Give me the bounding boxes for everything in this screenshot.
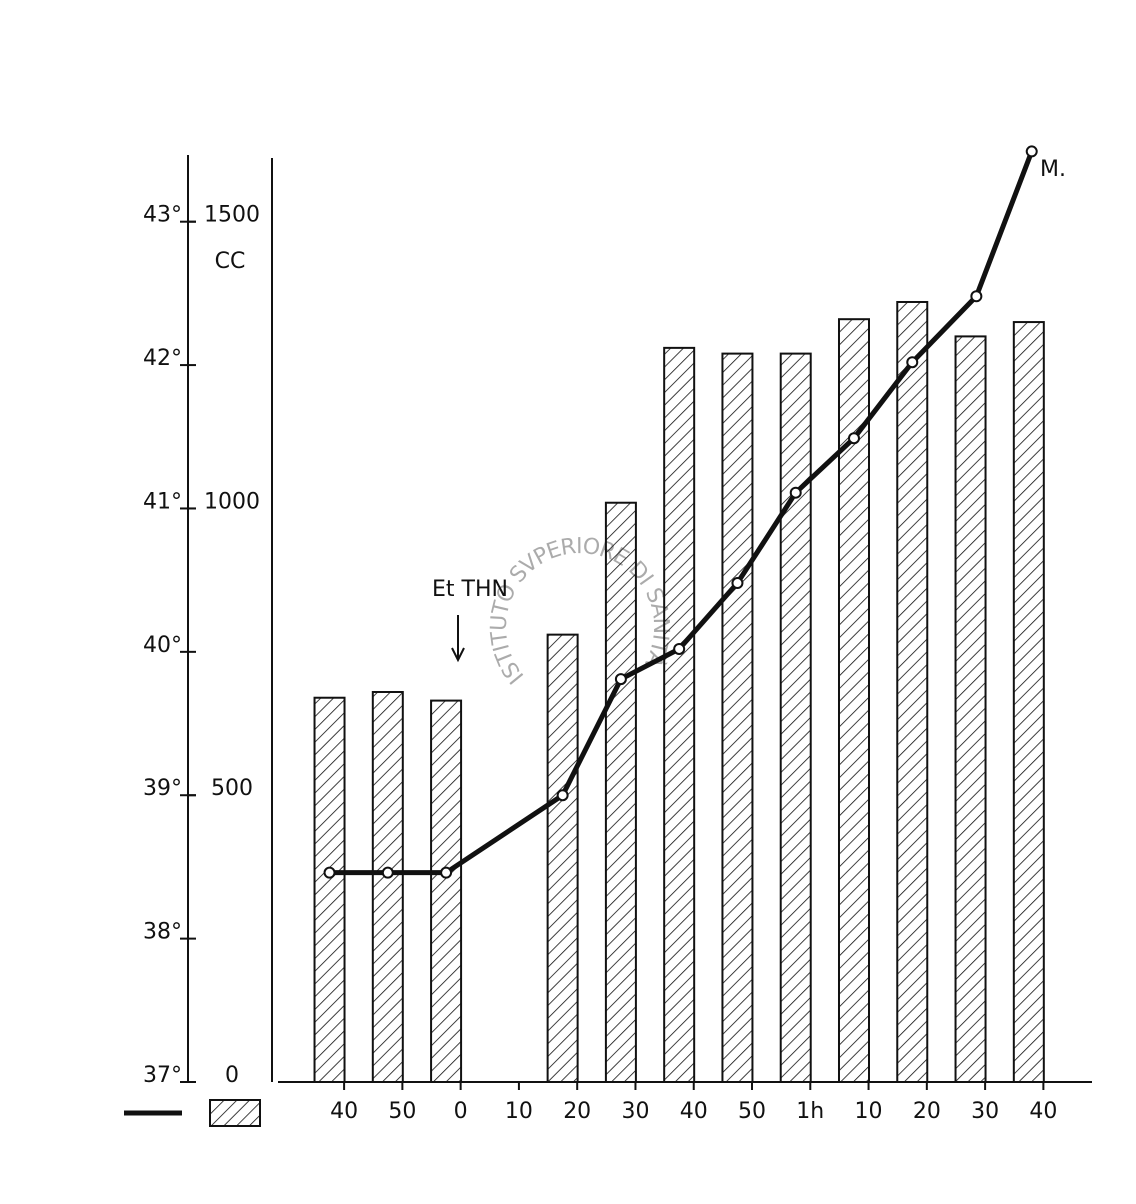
bar (779, 352, 812, 1083)
line-point (673, 642, 686, 655)
y-tick-label: 37° (143, 1063, 182, 1088)
y-tick-label: 38° (143, 920, 182, 945)
x-tick-label: 1h (796, 1099, 824, 1124)
bar (896, 300, 929, 1084)
y-tick-label: 39° (143, 776, 182, 801)
bar (663, 346, 696, 1083)
x-tick-label: 50 (388, 1099, 416, 1124)
line-point (556, 789, 569, 802)
x-tick-label: 30 (971, 1099, 999, 1124)
bar (371, 690, 404, 1083)
line (329, 150, 1035, 876)
line-point (789, 486, 802, 499)
line-point (1025, 145, 1038, 158)
annotation: M. (1040, 157, 1066, 182)
annotation: Et THN (432, 577, 508, 602)
bar (954, 335, 987, 1083)
bar (313, 696, 346, 1084)
x-tick-label: 40 (1029, 1099, 1057, 1124)
y2-tick-label: 1000 (204, 489, 260, 514)
x-tick-label: 20 (563, 1099, 591, 1124)
x-tick-label: 40 (680, 1099, 708, 1124)
line-point (440, 866, 453, 879)
x-tick-label: 0 (454, 1099, 468, 1124)
y-tick-label: 42° (143, 346, 182, 371)
bar (430, 699, 463, 1083)
x-tick-label: 20 (913, 1099, 941, 1124)
bar (721, 352, 754, 1083)
bar (1012, 321, 1045, 1083)
y-tick-label: 43° (143, 203, 182, 228)
y2-axis-label: CC (215, 249, 246, 274)
y-tick-label: 40° (143, 633, 182, 658)
line-point (906, 356, 919, 369)
x-tick-label: 10 (855, 1099, 883, 1124)
y2-tick-label: 1500 (204, 203, 260, 228)
x-tick-label: 40 (330, 1099, 358, 1124)
y-tick-label: 41° (143, 489, 182, 514)
legend-bar-swatch (209, 1099, 261, 1127)
line-point (323, 866, 336, 879)
bar (604, 501, 637, 1084)
y2-tick-label: 500 (211, 776, 253, 801)
x-tick-label: 50 (738, 1099, 766, 1124)
line-point (847, 432, 860, 445)
x-tick-label: 10 (505, 1099, 533, 1124)
annotation-arrow-head (451, 647, 465, 663)
y2-tick-label: 0 (225, 1063, 239, 1088)
x-tick-label: 30 (621, 1099, 649, 1124)
line-point (614, 673, 627, 686)
bar (546, 633, 579, 1083)
line-point (731, 577, 744, 590)
line-point (970, 290, 983, 303)
line-point (381, 866, 394, 879)
